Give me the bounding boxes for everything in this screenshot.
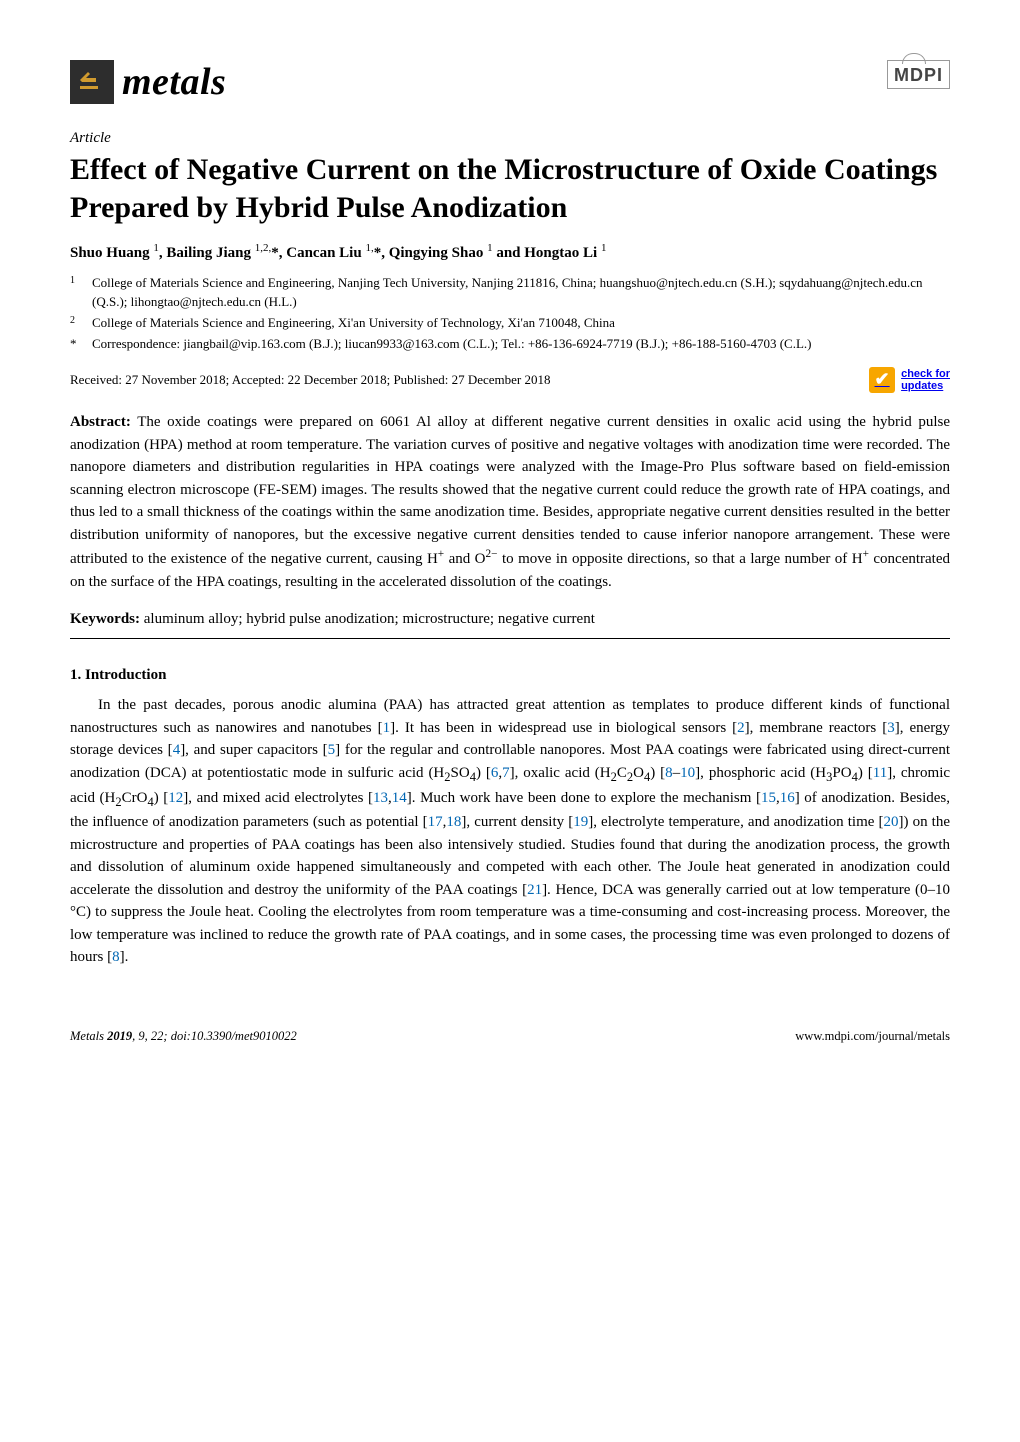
check-updates-label: check for updates <box>901 368 950 392</box>
publisher-logo: MDPI <box>887 60 950 89</box>
affiliation-2: 2 College of Materials Science and Engin… <box>92 314 950 333</box>
divider <box>70 638 950 639</box>
footer-url: www.mdpi.com/journal/metals <box>795 1029 950 1044</box>
affiliation-text: College of Materials Science and Enginee… <box>92 314 615 333</box>
affiliation-correspondence: * Correspondence: jiangbail@vip.163.com … <box>92 335 950 354</box>
keywords: Keywords: aluminum alloy; hybrid pulse a… <box>70 611 950 628</box>
article-title: Effect of Negative Current on the Micros… <box>70 151 950 226</box>
check-updates-link[interactable]: ✔ check for updates <box>869 367 950 393</box>
journal-logo-icon <box>70 60 114 104</box>
abstract: Abstract: The oxide coatings were prepar… <box>70 411 950 593</box>
affiliations: 1 College of Materials Science and Engin… <box>70 274 950 353</box>
abstract-text: The oxide coatings were prepared on 6061… <box>70 414 950 590</box>
affiliation-1: 1 College of Materials Science and Engin… <box>92 274 950 312</box>
section-body: In the past decades, porous anodic alumi… <box>70 694 950 969</box>
dates-row: Received: 27 November 2018; Accepted: 22… <box>70 367 950 393</box>
header: metals MDPI <box>70 60 950 104</box>
article-type: Article <box>70 130 950 147</box>
keywords-label: Keywords: <box>70 611 140 627</box>
keywords-text: aluminum alloy; hybrid pulse anodization… <box>144 611 595 627</box>
affiliation-text: Correspondence: jiangbail@vip.163.com (B… <box>92 335 811 354</box>
check-updates-icon: ✔ <box>869 367 895 393</box>
abstract-label: Abstract: <box>70 414 131 430</box>
affiliation-text: College of Materials Science and Enginee… <box>92 274 950 312</box>
footer: Metals 2019, 9, 22; doi:10.3390/met90100… <box>70 1029 950 1044</box>
journal-name: metals <box>122 60 226 104</box>
journal-logo: metals <box>70 60 226 104</box>
publication-dates: Received: 27 November 2018; Accepted: 22… <box>70 372 551 388</box>
authors: Shuo Huang 1, Bailing Jiang 1,2,*, Canca… <box>70 242 950 262</box>
section-heading: 1. Introduction <box>70 667 950 684</box>
footer-citation: Metals 2019, 9, 22; doi:10.3390/met90100… <box>70 1029 297 1044</box>
